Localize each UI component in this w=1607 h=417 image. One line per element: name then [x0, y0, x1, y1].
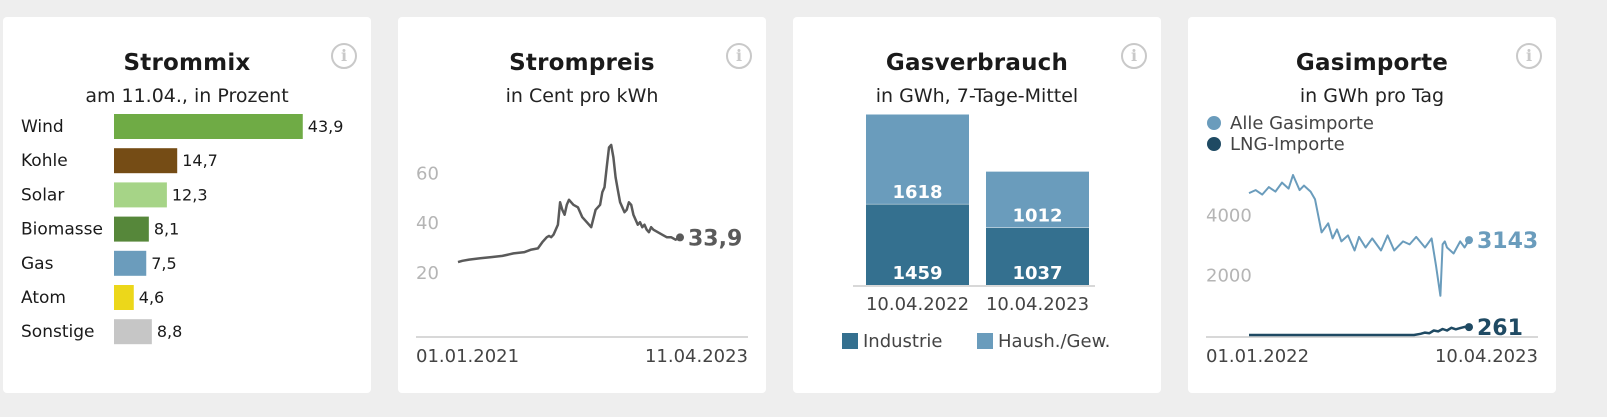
- legend-marker: [1207, 116, 1221, 130]
- data-label: 43,9: [308, 117, 344, 136]
- legend-label: Industrie: [863, 331, 942, 352]
- y-tick-label: 20: [416, 263, 439, 284]
- x-tick-label: 11.04.2023: [645, 346, 748, 367]
- lng-imports-line: [1249, 325, 1470, 337]
- legend-swatch: [842, 333, 858, 349]
- card-strommix: Strommix am 11.04., in Prozent i Wind 43,…: [3, 17, 371, 393]
- x-tick-label: 10.04.2023: [1435, 346, 1538, 367]
- data-label: 8,8: [157, 322, 182, 341]
- y-tick-label: 4000: [1206, 205, 1252, 226]
- stacked-bar-segment: [986, 227, 1089, 285]
- last-value-label: 3143: [1477, 229, 1538, 254]
- last-value-label: 33,9: [688, 226, 742, 251]
- legend-label: Alle Gasimporte: [1230, 113, 1374, 134]
- data-label: 1459: [892, 263, 942, 284]
- info-icon[interactable]: i: [331, 43, 357, 69]
- category-label: Biomasse: [21, 220, 103, 240]
- price-line: [457, 143, 681, 264]
- info-icon[interactable]: i: [1121, 43, 1147, 69]
- last-value-dot: [676, 233, 684, 242]
- category-label: 10.04.2022: [866, 294, 969, 315]
- card-subtitle: in GWh pro Tag: [1299, 85, 1445, 107]
- category-label: Kohle: [21, 151, 68, 171]
- category-label: Atom: [21, 288, 66, 308]
- y-tick-label: 40: [416, 213, 439, 234]
- strompreis-line-chart: 20 40 60 01.01.2021 11.04.2023 33,9: [416, 143, 748, 367]
- data-label: 7,5: [151, 254, 176, 273]
- bar: [114, 216, 149, 242]
- category-label: 10.04.2023: [986, 294, 1089, 315]
- x-tick-label: 01.01.2021: [416, 346, 519, 367]
- data-label: 12,3: [172, 185, 208, 204]
- bar: [114, 114, 303, 139]
- all-imports-line: [1248, 174, 1470, 297]
- category-label: Wind: [21, 117, 64, 137]
- card-title: Gasverbrauch: [885, 50, 1069, 76]
- data-label: 4,6: [139, 288, 164, 307]
- data-label: 1012: [1012, 205, 1062, 226]
- legend-label: Haush./Gew.: [998, 331, 1110, 352]
- card-title: Gasimporte: [1295, 50, 1449, 76]
- data-label: 1037: [1012, 263, 1062, 284]
- last-value-label: 261: [1477, 316, 1523, 341]
- card-gasimporte: Gasimporte in GWh pro Tag i 2000 4000 01.0…: [1188, 17, 1556, 393]
- legend-marker: [1207, 137, 1221, 151]
- stacked-bar-segment: [866, 114, 969, 204]
- last-value-dot: [1465, 236, 1473, 245]
- gasverbrauch-stacked-bar-chart: 1459 1618 10.04.2022 1037 1012 10.04.2023 Indu…: [842, 113, 1110, 352]
- y-tick-label: 60: [416, 163, 439, 184]
- category-label: Sonstige: [21, 322, 94, 342]
- legend-label: LNG-Importe: [1230, 134, 1345, 155]
- bar: [114, 148, 178, 174]
- data-label: 8,1: [154, 220, 179, 239]
- card-subtitle: in Cent pro kWh: [505, 85, 659, 107]
- bar: [114, 182, 167, 208]
- stacked-bar-segment: [866, 203, 969, 285]
- data-label: 1618: [892, 182, 942, 203]
- card-title: Strommix: [123, 50, 251, 76]
- bar: [114, 319, 152, 345]
- x-tick-label: 01.01.2022: [1206, 346, 1309, 367]
- y-tick-label: 2000: [1206, 266, 1252, 287]
- card-subtitle: in GWh, 7-Tage-Mittel: [875, 85, 1079, 107]
- strommix-bar-chart: Wind 43,9 Kohle 14,7 Solar 12,3 Biomasse 8,1 Gas…: [21, 114, 344, 345]
- info-icon[interactable]: i: [1516, 43, 1542, 69]
- card-strompreis: Strompreis in Cent pro kWh i 20 40 60 01.01…: [398, 17, 766, 393]
- card-subtitle: am 11.04., in Prozent: [85, 85, 289, 107]
- stacked-bar-segment: [986, 171, 1089, 228]
- category-label: Gas: [21, 254, 54, 274]
- card-gasverbrauch: Gasverbrauch in GWh, 7-Tage-Mittel i 145…: [793, 17, 1161, 393]
- data-label: 14,7: [182, 151, 218, 170]
- category-label: Solar: [21, 185, 64, 205]
- info-icon[interactable]: i: [726, 43, 752, 69]
- bar: [114, 250, 147, 276]
- gasimporte-line-chart: 2000 4000 01.01.2022 10.04.2023 Alle Gasimpo…: [1206, 113, 1538, 367]
- legend-swatch: [977, 333, 993, 349]
- last-value-dot: [1465, 323, 1473, 332]
- card-title: Strompreis: [509, 50, 655, 76]
- bar: [114, 285, 134, 310]
